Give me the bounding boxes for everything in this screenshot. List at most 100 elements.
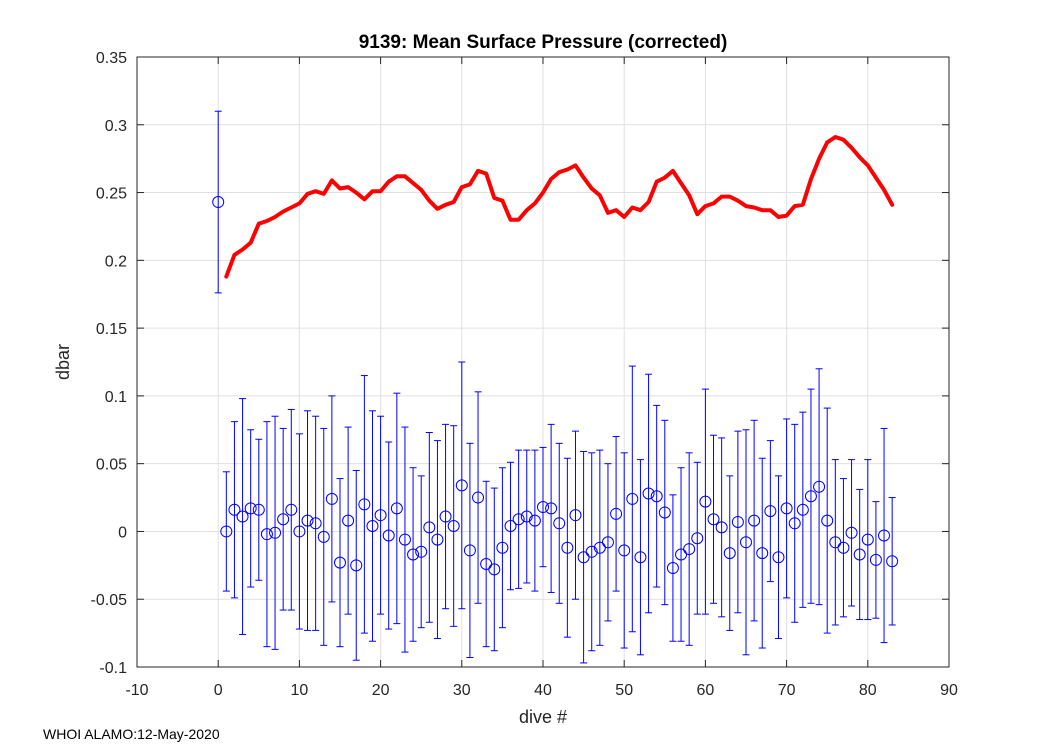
data-point: [317, 530, 330, 543]
data-point: [666, 562, 679, 575]
data-point: [301, 514, 314, 527]
data-point: [723, 547, 736, 560]
data-point: [610, 507, 623, 520]
footer-credit: WHOI ALAMO:12-May-2020: [43, 726, 220, 742]
y-tick-label: -0.1: [99, 660, 127, 677]
y-axis-label: dbar: [53, 344, 73, 380]
x-tick-label: 60: [697, 682, 715, 699]
y-tick-label: 0.35: [96, 50, 127, 67]
data-point: [504, 520, 517, 533]
data-point: [731, 515, 744, 528]
data-point: [626, 492, 639, 505]
x-tick-label: 10: [291, 682, 309, 699]
data-point: [796, 503, 809, 516]
data-point: [537, 501, 549, 514]
data-point: [707, 513, 720, 526]
data-point: [699, 495, 712, 508]
x-tick-label: 50: [615, 682, 633, 699]
data-point: [869, 553, 882, 566]
data-point: [374, 509, 387, 522]
data-point: [260, 528, 273, 541]
data-point: [382, 529, 395, 542]
data-point: [528, 514, 541, 527]
data-point: [212, 196, 225, 209]
data-point: [350, 559, 363, 572]
data-point: [601, 536, 614, 549]
x-tick-label: 70: [778, 682, 796, 699]
data-point: [545, 502, 558, 515]
data-point: [561, 541, 574, 554]
data-point: [325, 492, 338, 505]
x-tick-label: -10: [125, 682, 148, 699]
data-point: [756, 547, 769, 560]
data-point: [342, 514, 355, 527]
data-point: [788, 517, 801, 530]
data-point: [845, 526, 858, 539]
data-point: [244, 502, 257, 515]
y-tick-label: 0.05: [96, 457, 127, 474]
data-point: [269, 526, 282, 539]
data-point: [496, 541, 509, 554]
data-point: [683, 543, 696, 556]
data-point: [488, 563, 501, 576]
data-point: [886, 555, 899, 568]
data-point: [829, 536, 842, 549]
data-point: [821, 514, 834, 527]
data-point: [780, 502, 793, 515]
y-tick-label: 0: [118, 524, 127, 541]
data-point: [423, 521, 436, 534]
data-point: [878, 529, 891, 542]
x-tick-labels: -10 0 10 20 30 40 50 60 70 80 90: [125, 682, 958, 699]
x-tick-label: 40: [534, 682, 552, 699]
y-tick-label: 0.2: [105, 253, 127, 270]
y-tick-label: 0.3: [105, 118, 127, 135]
data-point: [804, 490, 817, 503]
data-point: [431, 533, 444, 546]
data-point: [675, 548, 688, 561]
data-point: [658, 506, 671, 519]
x-tick-label: 0: [214, 682, 223, 699]
data-point: [853, 548, 866, 561]
data-point: [334, 556, 346, 569]
data-point: [512, 513, 525, 526]
errorbar-series: [212, 110, 899, 664]
data-point: [520, 510, 533, 523]
data-point: [715, 521, 728, 534]
data-point: [553, 517, 566, 530]
data-point: [650, 490, 663, 503]
data-point: [837, 541, 850, 554]
data-point: [772, 551, 785, 564]
data-point: [358, 498, 371, 511]
data-point: [293, 525, 306, 538]
data-point: [569, 509, 582, 522]
data-point: [472, 491, 485, 504]
data-point: [407, 548, 420, 561]
axes-box: [136, 56, 950, 668]
data-point: [813, 480, 826, 493]
data-point: [861, 533, 874, 546]
data-point: [277, 513, 290, 526]
data-point: [480, 557, 493, 570]
data-point: [285, 503, 298, 516]
data-point: [585, 545, 598, 558]
smoothed-line-series: [224, 135, 895, 279]
y-tick-label: -0.05: [91, 592, 128, 609]
y-tick-label: 0.25: [96, 186, 127, 203]
data-point: [748, 514, 761, 527]
smoothed-pressure-line: [224, 135, 895, 279]
x-axis-label: dive #: [519, 707, 567, 727]
data-point: [455, 479, 468, 492]
data-point: [577, 551, 590, 564]
data-point: [691, 532, 704, 545]
data-point: [618, 544, 631, 557]
data-point: [390, 502, 403, 515]
x-tick-label: 80: [859, 682, 877, 699]
y-tick-labels: -0.1 -0.05 0 0.05 0.1 0.15 0.2 0.25 0.3 0.35: [91, 50, 128, 677]
data-point: [236, 510, 249, 523]
data-point: [439, 510, 452, 523]
x-tick-label: 20: [372, 682, 390, 699]
data-point: [220, 525, 233, 538]
data-point: [228, 503, 241, 516]
data-point: [764, 505, 777, 518]
data-point: [740, 536, 752, 549]
